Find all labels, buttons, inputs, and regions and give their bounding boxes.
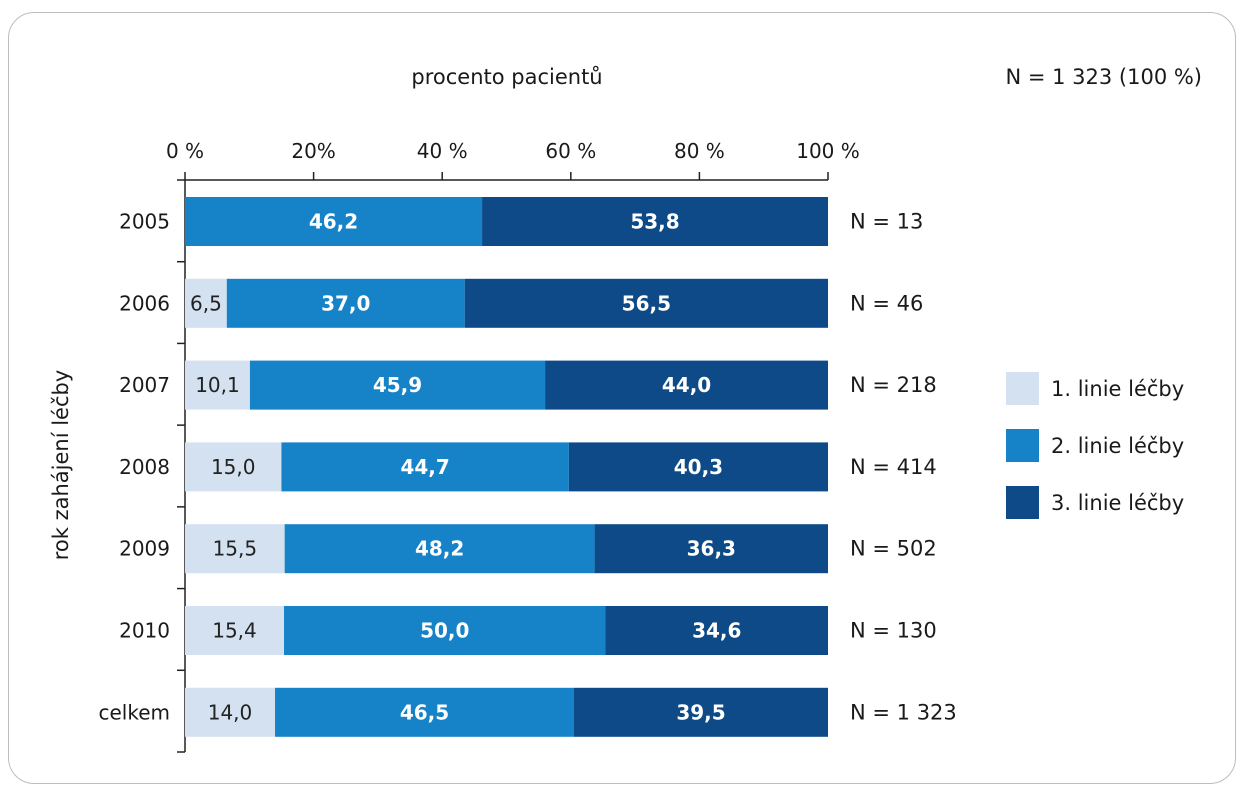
legend-item: 2. linie léčby — [1006, 429, 1184, 462]
bar-value-label: 6,5 — [190, 291, 222, 315]
bar-segment — [185, 197, 483, 246]
bar-value-label: 56,5 — [622, 291, 671, 315]
bar-segment — [185, 606, 285, 655]
bar-row: 2005 46,2 53,8 N = 13 — [119, 197, 923, 246]
n-label: N = 46 — [850, 291, 923, 315]
x-tick-label: 80 % — [674, 139, 725, 163]
n-label: N = 130 — [850, 619, 937, 643]
bar-segment — [249, 360, 546, 410]
bar-segment — [185, 442, 282, 492]
bar-value-label: 10,1 — [195, 373, 240, 397]
bar-row: 2007 10,1 45,9 44,0 N = 218 — [119, 360, 937, 410]
category-label: celkem — [98, 700, 170, 724]
legend-swatch — [1006, 486, 1039, 519]
bar-value-label: 14,0 — [208, 700, 253, 724]
bar-value-label: 46,2 — [309, 210, 358, 234]
legend-label: 2. linie léčby — [1051, 434, 1184, 458]
bar-row: 2008 15,0 44,7 40,3 N = 414 — [119, 442, 937, 492]
bar-segment — [545, 360, 828, 410]
category-label: 2007 — [119, 373, 170, 397]
bar-value-label: 36,3 — [687, 537, 736, 561]
bar-row: 2006 6,5 37,0 56,5 N = 46 — [119, 278, 923, 328]
n-label: N = 502 — [850, 537, 937, 561]
chart-title: procento pacientů — [411, 65, 602, 89]
n-label: N = 13 — [850, 210, 923, 234]
bar-segment — [275, 687, 575, 737]
category-label: 2005 — [119, 210, 170, 234]
bar-value-label: 53,8 — [630, 210, 679, 234]
bar-row: 2010 15,4 50,0 34,6 N = 130 — [119, 606, 937, 655]
legend-label: 1. linie léčby — [1051, 377, 1184, 401]
bar-segment — [185, 524, 285, 574]
bar-segment — [594, 524, 828, 574]
bar-value-label: 37,0 — [321, 291, 370, 315]
legend-swatch — [1006, 372, 1039, 405]
bar-segment — [482, 197, 828, 246]
category-label: 2008 — [119, 455, 170, 479]
bar-value-label: 45,9 — [373, 373, 422, 397]
bar-value-label: 44,0 — [662, 373, 711, 397]
bar-value-label: 15,0 — [211, 455, 256, 479]
category-label: 2009 — [119, 537, 170, 561]
bar-segment — [568, 442, 828, 492]
x-tick-label: 0 % — [166, 139, 204, 163]
total-n-label: N = 1 323 (100 %) — [1005, 65, 1202, 89]
bar-value-label: 44,7 — [400, 455, 449, 479]
bar-segment — [281, 442, 569, 492]
n-label: N = 1 323 — [850, 700, 957, 724]
bar-value-label: 40,3 — [674, 455, 723, 479]
bar-segment — [574, 687, 828, 737]
bar-segment — [185, 687, 276, 737]
x-tick-label: 60 % — [545, 139, 596, 163]
x-tick-label: 100 % — [796, 139, 860, 163]
bar-segment — [284, 524, 595, 574]
legend-item: 3. linie léčby — [1006, 486, 1184, 519]
bar-segment — [464, 278, 828, 328]
n-label: N = 218 — [850, 373, 937, 397]
bar-value-label: 34,6 — [692, 619, 741, 643]
x-tick-label: 20% — [291, 139, 335, 163]
bar-value-label: 39,5 — [676, 700, 725, 724]
bar-value-label: 15,5 — [213, 537, 258, 561]
legend-swatch — [1006, 429, 1039, 462]
n-label: N = 414 — [850, 455, 937, 479]
bar-row: 2009 15,5 48,2 36,3 N = 502 — [119, 524, 937, 574]
bar-row: celkem 14,0 46,5 39,5 N = 1 323 — [98, 687, 957, 737]
category-label: 2010 — [119, 619, 170, 643]
category-label: 2006 — [119, 291, 170, 315]
bar-value-label: 48,2 — [415, 537, 464, 561]
legend-label: 3. linie léčby — [1051, 491, 1184, 515]
bar-segment — [185, 360, 250, 410]
bar-segment — [605, 606, 828, 655]
x-tick-label: 40 % — [417, 139, 468, 163]
bar-segment — [226, 278, 465, 328]
y-axis-label: rok zahájení léčby — [49, 370, 73, 561]
bar-segment — [284, 606, 606, 655]
legend-item: 1. linie léčby — [1006, 372, 1184, 405]
bar-value-label: 46,5 — [400, 700, 449, 724]
bar-value-label: 15,4 — [212, 619, 257, 643]
bar-segment — [185, 278, 227, 328]
bar-value-label: 50,0 — [420, 619, 469, 643]
